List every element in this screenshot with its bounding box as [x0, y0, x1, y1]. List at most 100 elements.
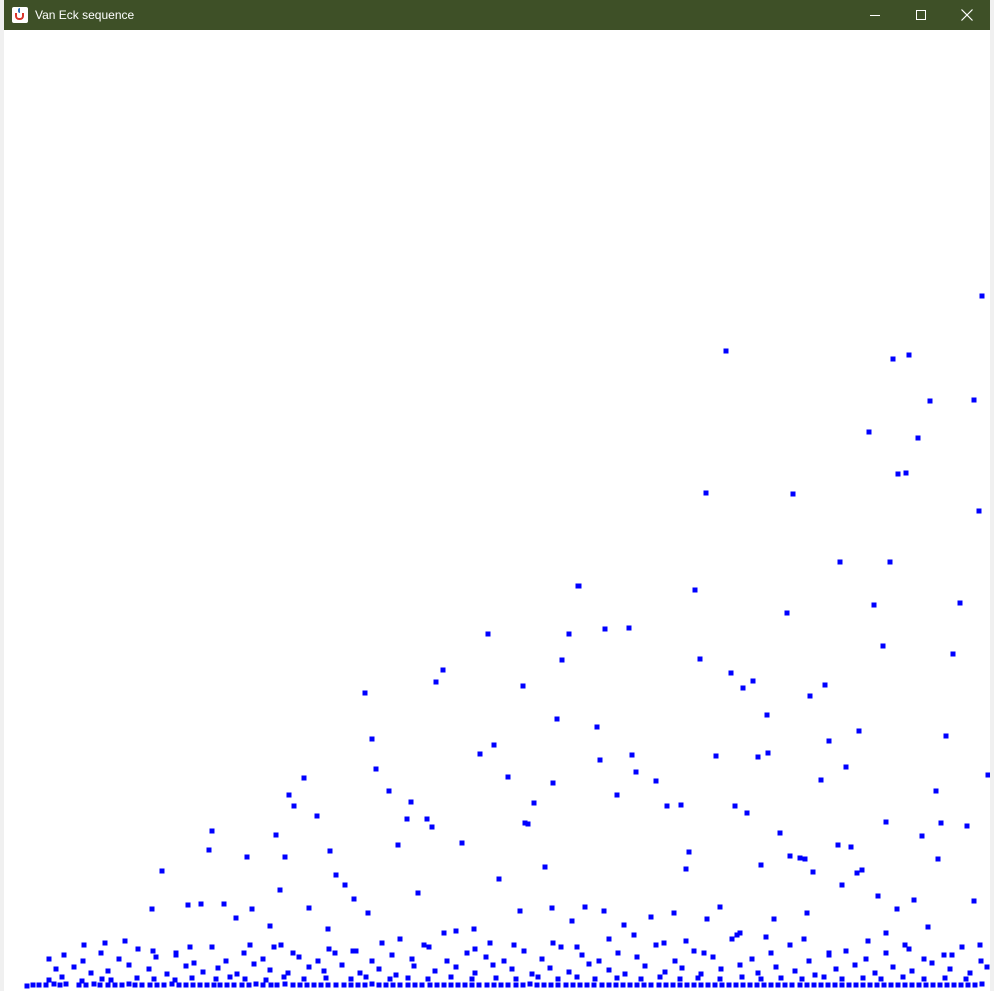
data-point	[351, 896, 357, 902]
data-point	[648, 982, 654, 988]
minimize-button[interactable]	[852, 0, 898, 30]
data-point	[895, 982, 901, 988]
data-point	[441, 930, 447, 936]
data-point	[758, 976, 764, 982]
window-controls	[852, 0, 990, 30]
data-point	[421, 942, 427, 948]
data-point	[787, 942, 793, 948]
data-point	[434, 982, 440, 988]
data-point	[902, 982, 908, 988]
data-point	[614, 975, 620, 981]
data-point	[525, 821, 531, 827]
data-point	[839, 882, 845, 888]
data-point	[444, 958, 450, 964]
data-point	[717, 976, 723, 982]
data-point	[704, 916, 710, 922]
data-point	[634, 954, 640, 960]
data-point	[615, 950, 621, 956]
data-point	[677, 982, 683, 988]
data-point	[807, 693, 813, 699]
data-point	[215, 965, 221, 971]
data-point	[874, 982, 880, 988]
data-point	[429, 824, 435, 830]
data-point	[979, 981, 985, 987]
data-point	[369, 981, 375, 987]
data-point	[415, 890, 421, 896]
data-point	[703, 490, 709, 496]
data-point	[200, 969, 206, 975]
data-point	[638, 976, 644, 982]
data-point	[76, 982, 82, 988]
data-point	[132, 982, 138, 988]
data-point	[333, 982, 339, 988]
data-point	[173, 950, 179, 956]
data-point	[105, 968, 111, 974]
data-point	[622, 971, 628, 977]
data-point	[887, 559, 893, 565]
data-point	[648, 914, 654, 920]
data-point	[99, 976, 105, 982]
data-point	[972, 982, 978, 988]
data-point	[867, 982, 873, 988]
maximize-button[interactable]	[898, 0, 944, 30]
data-point	[773, 964, 779, 970]
data-point	[835, 842, 841, 848]
data-point	[586, 961, 592, 967]
data-point	[501, 958, 507, 964]
data-point	[383, 982, 389, 988]
data-point	[191, 960, 197, 966]
data-point	[705, 982, 711, 988]
title-bar[interactable]: Van Eck sequence	[4, 0, 990, 30]
data-point	[718, 966, 724, 972]
data-point	[787, 853, 793, 859]
data-point	[909, 968, 915, 974]
data-point	[633, 769, 639, 775]
data-point	[273, 832, 279, 838]
data-point	[890, 964, 896, 970]
data-point	[679, 965, 685, 971]
data-point	[614, 792, 620, 798]
data-point	[865, 938, 871, 944]
data-point	[397, 982, 403, 988]
java-icon[interactable]	[12, 7, 28, 23]
data-point	[224, 982, 230, 988]
data-point	[957, 600, 963, 606]
data-point	[79, 978, 85, 984]
data-point	[281, 974, 287, 980]
data-point	[404, 816, 410, 822]
data-point	[976, 508, 982, 514]
data-point	[626, 625, 632, 631]
data-point	[476, 982, 482, 988]
data-point	[211, 982, 217, 988]
data-point	[534, 982, 540, 988]
data-point	[108, 977, 114, 983]
data-point	[672, 958, 678, 964]
data-point	[677, 976, 683, 982]
data-point	[801, 936, 807, 942]
data-point	[46, 956, 52, 962]
data-point	[459, 840, 465, 846]
data-point	[51, 981, 57, 987]
data-point	[804, 982, 810, 988]
data-point	[242, 976, 248, 982]
data-point	[947, 966, 953, 972]
data-point	[728, 670, 734, 676]
data-point	[505, 774, 511, 780]
data-point	[153, 954, 159, 960]
data-point	[900, 974, 906, 980]
minimize-icon	[870, 15, 880, 16]
data-point	[698, 982, 704, 988]
data-point	[325, 982, 331, 988]
data-point	[712, 982, 718, 988]
data-point	[376, 982, 382, 988]
close-button[interactable]	[944, 0, 990, 30]
data-point	[768, 950, 774, 956]
data-point	[686, 849, 692, 855]
data-point	[233, 915, 239, 921]
data-point	[244, 854, 250, 860]
data-point	[204, 982, 210, 988]
data-point	[596, 958, 602, 964]
data-point	[909, 982, 915, 988]
data-point	[311, 982, 317, 988]
data-point	[469, 976, 475, 982]
